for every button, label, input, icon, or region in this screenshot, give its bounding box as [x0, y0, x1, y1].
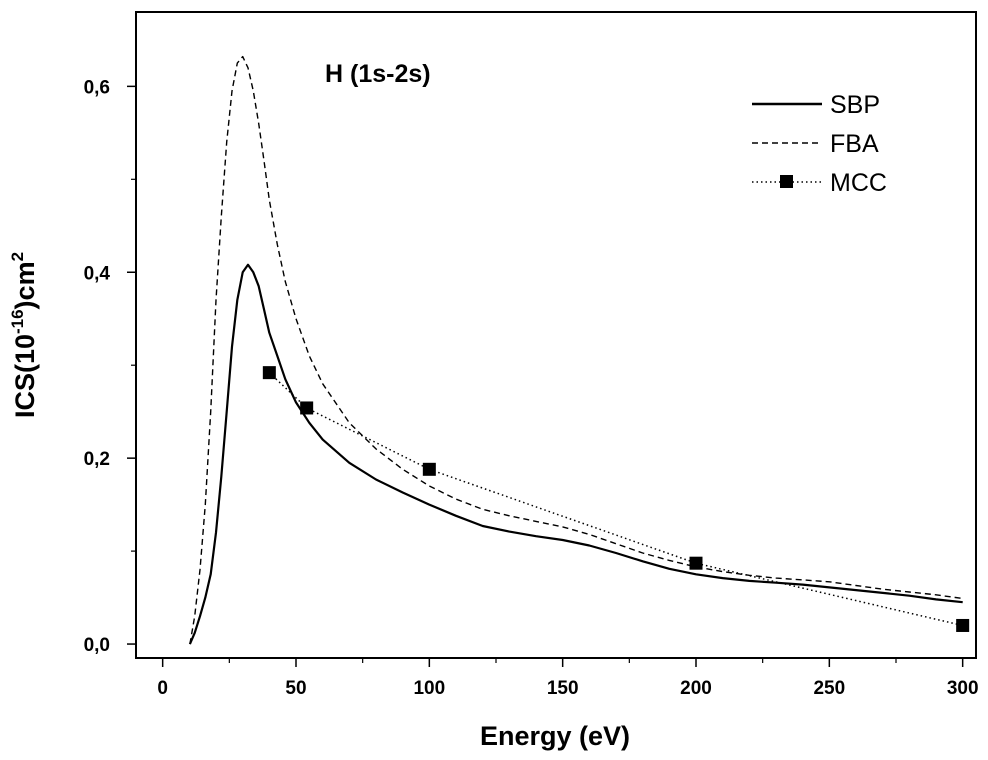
- axis-ticks: [127, 85, 964, 667]
- x-tick-label: 100: [413, 678, 445, 699]
- legend-label-sbp: SBP: [830, 91, 880, 119]
- series-layer: [188, 55, 970, 645]
- data-point-mcc: [689, 556, 703, 570]
- x-tick-labels: 0 50 100 150 200 250 300: [157, 678, 978, 699]
- y-tick-label: 0,4: [84, 263, 111, 284]
- x-tick-label: 250: [813, 678, 845, 699]
- data-point-mcc: [422, 462, 436, 476]
- y-axis-label-unit: )cm: [10, 261, 40, 309]
- data-point-mcc: [262, 366, 276, 380]
- series-line-fba: [189, 55, 963, 645]
- y-axis-label-squared: 2: [8, 252, 27, 261]
- y-tick-label: 0,6: [84, 77, 110, 98]
- series-line-mcc: [268, 372, 963, 627]
- legend-label-mcc: MCC: [830, 169, 887, 197]
- legend-marker-mcc: [780, 175, 793, 188]
- legend: SBP FBA MCC: [752, 91, 887, 197]
- y-axis-label: ICS(10-16)cm2: [8, 252, 40, 418]
- y-tick-label: 0,2: [84, 449, 110, 470]
- data-point-mcc: [956, 618, 970, 632]
- x-axis-label: Energy (eV): [480, 721, 630, 751]
- legend-label-fba: FBA: [830, 130, 879, 158]
- plot-frame: [135, 11, 977, 659]
- x-tick-label: 0: [157, 678, 168, 699]
- y-tick-label: 0,0: [84, 635, 110, 656]
- x-tick-label: 50: [285, 678, 306, 699]
- data-point-mcc: [300, 401, 314, 415]
- y-tick-labels: 0,0 0,2 0,4 0,6: [84, 77, 111, 656]
- series-line-sbp: [188, 263, 963, 645]
- x-tick-label: 300: [947, 678, 979, 699]
- y-axis-label-prefix: ICS(10: [10, 334, 40, 418]
- x-tick-label: 200: [680, 678, 712, 699]
- chart-annotation: H (1s-2s): [325, 60, 431, 88]
- x-tick-label: 150: [547, 678, 579, 699]
- y-axis-label-exponent: -16: [8, 309, 27, 334]
